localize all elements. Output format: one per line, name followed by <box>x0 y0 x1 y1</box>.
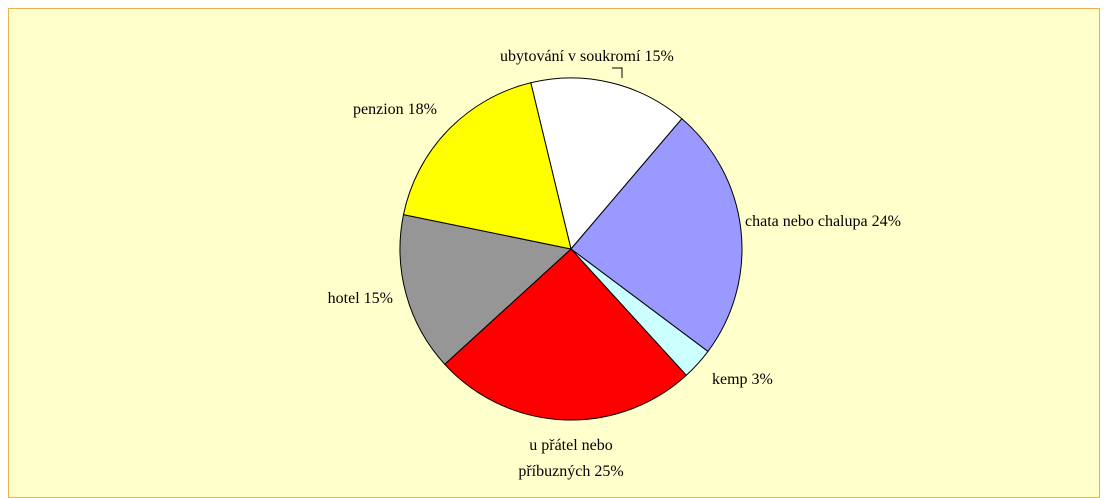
pie-slice <box>402 82 572 250</box>
category-label: ubytování v soukromí <box>500 48 641 65</box>
value-label: 18% <box>407 101 437 118</box>
slice-label: chata nebo chalupa 24% <box>745 209 901 235</box>
slice-label: ubytování v soukromí 15% <box>500 44 674 70</box>
leader-line <box>612 67 623 78</box>
slice-label: u přátel nebo příbuzných 25% <box>496 433 646 485</box>
category-label: chata nebo chalupa <box>745 213 868 230</box>
slice-label: kemp 3% <box>712 367 773 393</box>
value-label: 3% <box>751 371 773 388</box>
category-label: hotel <box>327 290 360 307</box>
value-label: 25% <box>594 463 624 480</box>
slice-label: hotel 15% <box>328 286 393 312</box>
pie-slice <box>444 248 688 421</box>
slice-label: penzion 18% <box>353 97 437 123</box>
category-label: penzion <box>353 101 404 118</box>
value-label: 15% <box>644 48 674 65</box>
category-label: u přátel nebo příbuzných <box>518 437 613 480</box>
pie-slice <box>570 118 743 353</box>
value-label: 15% <box>363 290 393 307</box>
pie-slice <box>399 214 573 366</box>
category-label: kemp <box>712 371 748 388</box>
pie-slice <box>530 77 683 251</box>
value-label: 24% <box>871 213 901 230</box>
